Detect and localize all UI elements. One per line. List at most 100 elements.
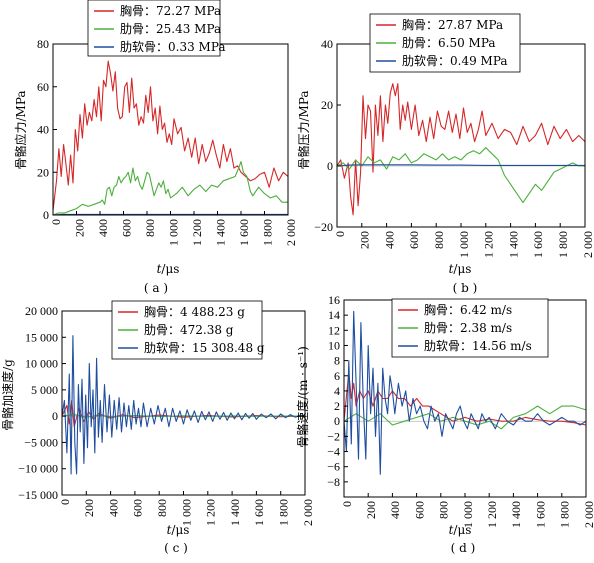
x-tick-label: 1 600 xyxy=(252,499,266,526)
y-tick-label: 0 xyxy=(52,409,58,423)
y-tick-label: 8 xyxy=(334,354,340,368)
y-tick-label: −4 xyxy=(327,445,340,459)
y-tick-label: 0 xyxy=(334,414,340,428)
legend-entry-3: 肋软骨：0.49 MPa xyxy=(402,53,508,68)
x-tick-label: 1 200 xyxy=(190,219,204,246)
x-tick-label: 2 000 xyxy=(581,231,594,258)
x-axis-label: t/μs xyxy=(167,523,190,537)
panel-caption: ( a ) xyxy=(144,281,168,295)
x-tick-label: 1 200 xyxy=(485,501,499,528)
y-axis-label: 骨骼加速度/g xyxy=(0,359,15,431)
x-tick-label: 2 000 xyxy=(582,501,594,528)
y-tick-label: 60 xyxy=(37,80,49,94)
x-tick-label: 200 xyxy=(364,501,378,519)
x-axis-label-var: t xyxy=(167,523,172,537)
series-line-3 xyxy=(62,335,305,475)
y-tick-label: −20 xyxy=(314,220,333,234)
chart-c: 0 200 400 600 800 1 000 1 200 1 400 1 600 1 800 2 … xyxy=(0,300,315,555)
x-axis-label: t/μs xyxy=(157,262,180,276)
x-tick-label: 0 xyxy=(333,231,347,237)
y-tick-label: −5 000 xyxy=(24,435,58,449)
y-tick-label: 20 000 xyxy=(25,304,58,318)
legend: 胸骨：72.27 MPa 肋骨：25.43 MPa 肋软骨：0.33 MPa xyxy=(87,0,226,57)
series-group xyxy=(62,335,305,475)
series-line-3 xyxy=(337,164,585,167)
legend-entry-2: 肋骨：2.38 m/s xyxy=(424,320,512,335)
chart-a: 0 200 400 600 800 1 000 1 200 1 400 1 600 1 800 2 … xyxy=(13,0,298,295)
y-tick-label: 4 xyxy=(334,384,340,398)
x-tick-label: 1 000 xyxy=(457,231,471,258)
y-tick-label: −6 xyxy=(327,460,340,474)
y-tick-label: −15 000 xyxy=(18,488,58,502)
plot-frame xyxy=(52,43,289,216)
y-tick-label: 0 xyxy=(327,159,333,173)
series-line-3 xyxy=(344,310,586,475)
x-tick-label: 200 xyxy=(72,219,86,237)
legend-entry-2: 肋骨：25.43 MPa xyxy=(120,21,221,36)
legend-entry-1: 胸骨：27.87 MPa xyxy=(402,17,503,32)
x-tick-label: 1 600 xyxy=(533,501,547,528)
x-tick-label: 1 600 xyxy=(531,231,545,258)
x-axis-label-unit: /μs xyxy=(453,262,471,276)
panel-caption: ( d ) xyxy=(451,541,476,555)
series-group xyxy=(344,310,586,475)
series-line-2 xyxy=(53,161,288,215)
x-tick-label: 1 000 xyxy=(166,219,180,246)
legend-entry-1: 胸骨：72.27 MPa xyxy=(120,3,221,18)
series-line-1 xyxy=(53,60,288,211)
series-line-3 xyxy=(53,213,288,215)
x-tick-label: 1 200 xyxy=(482,231,496,258)
legend-entry-1: 胸骨：4 488.23 g xyxy=(144,304,245,319)
y-tick-label: 12 xyxy=(328,323,340,337)
x-axis-label-var: t xyxy=(449,523,454,537)
legend-entry-3: 肋软骨：0.33 MPa xyxy=(120,39,226,54)
series-line-1 xyxy=(337,83,585,216)
x-tick-label: 800 xyxy=(437,501,451,519)
x-tick-label: 1 400 xyxy=(213,219,227,246)
x-tick-label: 1 800 xyxy=(276,499,290,526)
x-tick-label: 400 xyxy=(106,499,120,517)
y-tick-label: −8 xyxy=(327,475,340,489)
series-line-2 xyxy=(337,147,585,204)
x-axis-label-unit: /μs xyxy=(161,262,179,276)
legend-entry-3: 肋软骨：14.56 m/s xyxy=(424,338,532,353)
x-tick-label: 0 xyxy=(49,219,63,225)
y-axis-label: 骨骼速度/(m · s⁻¹) xyxy=(295,346,310,448)
x-tick-label: 1 800 xyxy=(260,219,274,246)
series-line-1 xyxy=(344,372,586,426)
legend-entry-2: 肋骨：472.38 g xyxy=(144,322,234,337)
x-tick-label: 800 xyxy=(143,219,157,237)
y-tick-label: 80 xyxy=(37,37,49,51)
x-tick-label: 400 xyxy=(96,219,110,237)
series-group xyxy=(337,83,585,216)
y-tick-label: 20 xyxy=(37,165,49,179)
y-tick-label: 10 000 xyxy=(25,357,58,371)
x-tick-label: 1 400 xyxy=(509,501,523,528)
y-tick-label: 0 xyxy=(43,208,49,222)
y-tick-label: −2 xyxy=(327,429,340,443)
y-tick-label: 40 xyxy=(321,37,333,51)
y-tick-label: 6 xyxy=(334,369,340,383)
y-tick-label: 40 xyxy=(37,123,49,137)
x-tick-label: 400 xyxy=(388,501,402,519)
x-axis-label: t/μs xyxy=(449,523,472,537)
x-tick-label: 1 800 xyxy=(558,501,572,528)
x-tick-label: 1 200 xyxy=(204,499,218,526)
x-tick-label: 400 xyxy=(382,231,396,249)
chart-b: 0 200 400 600 800 1 000 1 200 1 400 1 600 1 800 2 … xyxy=(296,13,594,295)
x-axis-label: t/μs xyxy=(449,262,472,276)
legend-entry-1: 胸骨：6.42 m/s xyxy=(424,302,512,317)
x-tick-label: 800 xyxy=(432,231,446,249)
panel-caption: ( b ) xyxy=(453,281,478,295)
x-tick-label: 600 xyxy=(412,501,426,519)
series-group xyxy=(53,60,288,215)
y-tick-label: 14 xyxy=(328,308,340,322)
y-tick-label: −10 000 xyxy=(18,462,58,476)
y-tick-label: 10 xyxy=(328,338,340,352)
series-line-2 xyxy=(344,405,586,430)
x-tick-label: 2 000 xyxy=(301,499,315,526)
x-tick-label: 1 000 xyxy=(461,501,475,528)
x-tick-label: 0 xyxy=(340,501,354,507)
x-axis-label-unit: /μs xyxy=(171,523,189,537)
